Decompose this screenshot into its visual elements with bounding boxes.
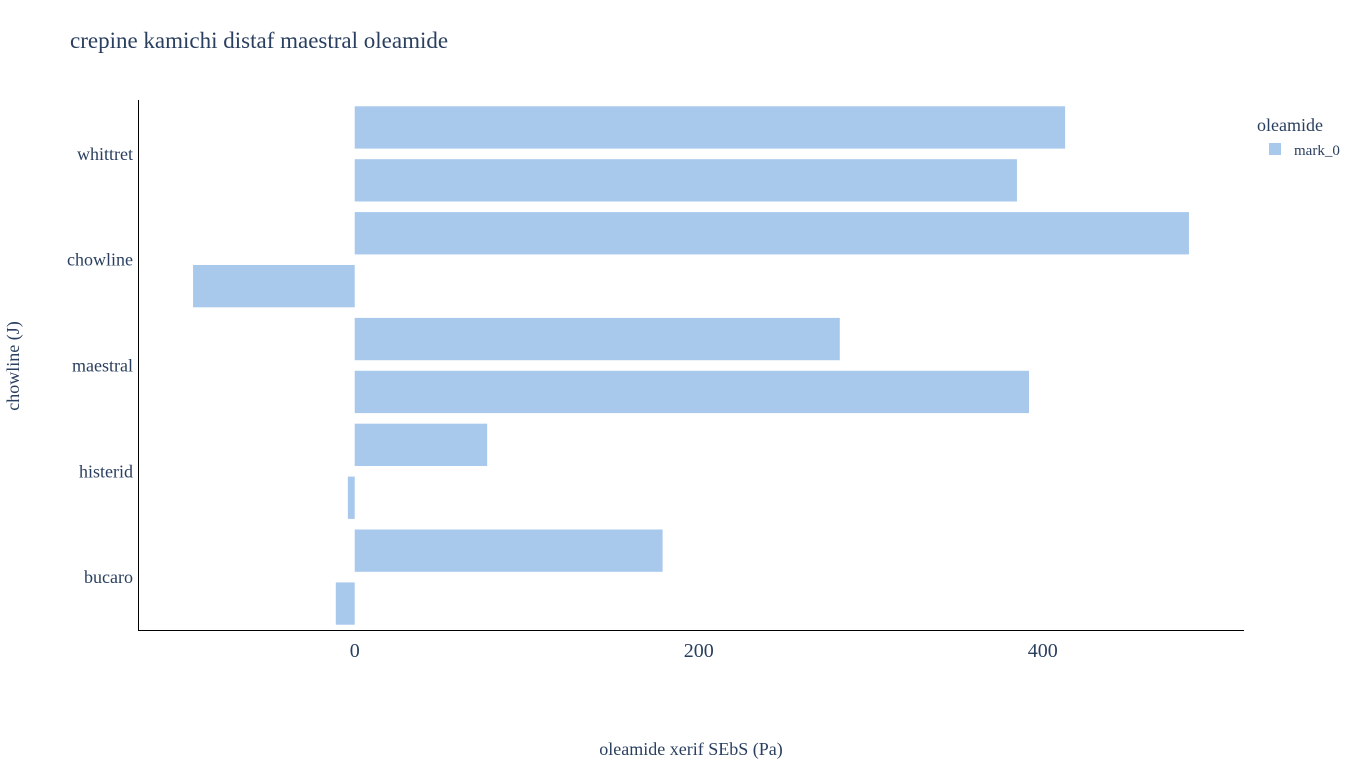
- y-tick-label-chowline: chowline: [67, 250, 133, 270]
- bar-9[interactable]: [335, 582, 355, 625]
- bar-5[interactable]: [354, 370, 1029, 414]
- bar-3[interactable]: [193, 264, 355, 308]
- x-tick-label-200: 200: [684, 640, 714, 662]
- x-tick-labels: 0 200 400: [350, 640, 1058, 662]
- chart-title: crepine kamichi distaf maestral oleamide: [70, 28, 448, 53]
- x-tick-label-400: 400: [1028, 640, 1058, 662]
- y-tick-label-whittret: whittret: [77, 144, 133, 164]
- y-tick-label-bucaro: bucaro: [84, 567, 133, 587]
- legend: oleamide mark_0: [1257, 115, 1340, 159]
- x-tick-label-0: 0: [350, 640, 360, 662]
- legend-item-mark-0[interactable]: mark_0: [1294, 143, 1340, 159]
- y-axis-title: chowline (J): [3, 321, 24, 410]
- bar-7[interactable]: [347, 476, 355, 519]
- y-tick-labels: whittret chowline maestral histerid bucaro: [67, 144, 133, 587]
- y-tick-label-maestral: maestral: [72, 356, 133, 376]
- legend-swatch-mark-0[interactable]: [1269, 143, 1281, 155]
- bar-2[interactable]: [354, 212, 1189, 255]
- x-axis-title: oleamide xerif SEbS (Pa): [599, 739, 782, 760]
- bar-0[interactable]: [354, 106, 1066, 149]
- bar-1[interactable]: [354, 159, 1017, 202]
- bar-6[interactable]: [354, 423, 488, 467]
- bar-4[interactable]: [354, 317, 840, 361]
- bar-8[interactable]: [354, 529, 663, 572]
- legend-title: oleamide: [1257, 115, 1323, 135]
- y-tick-label-histerid: histerid: [79, 461, 133, 481]
- bars-group: [193, 106, 1189, 625]
